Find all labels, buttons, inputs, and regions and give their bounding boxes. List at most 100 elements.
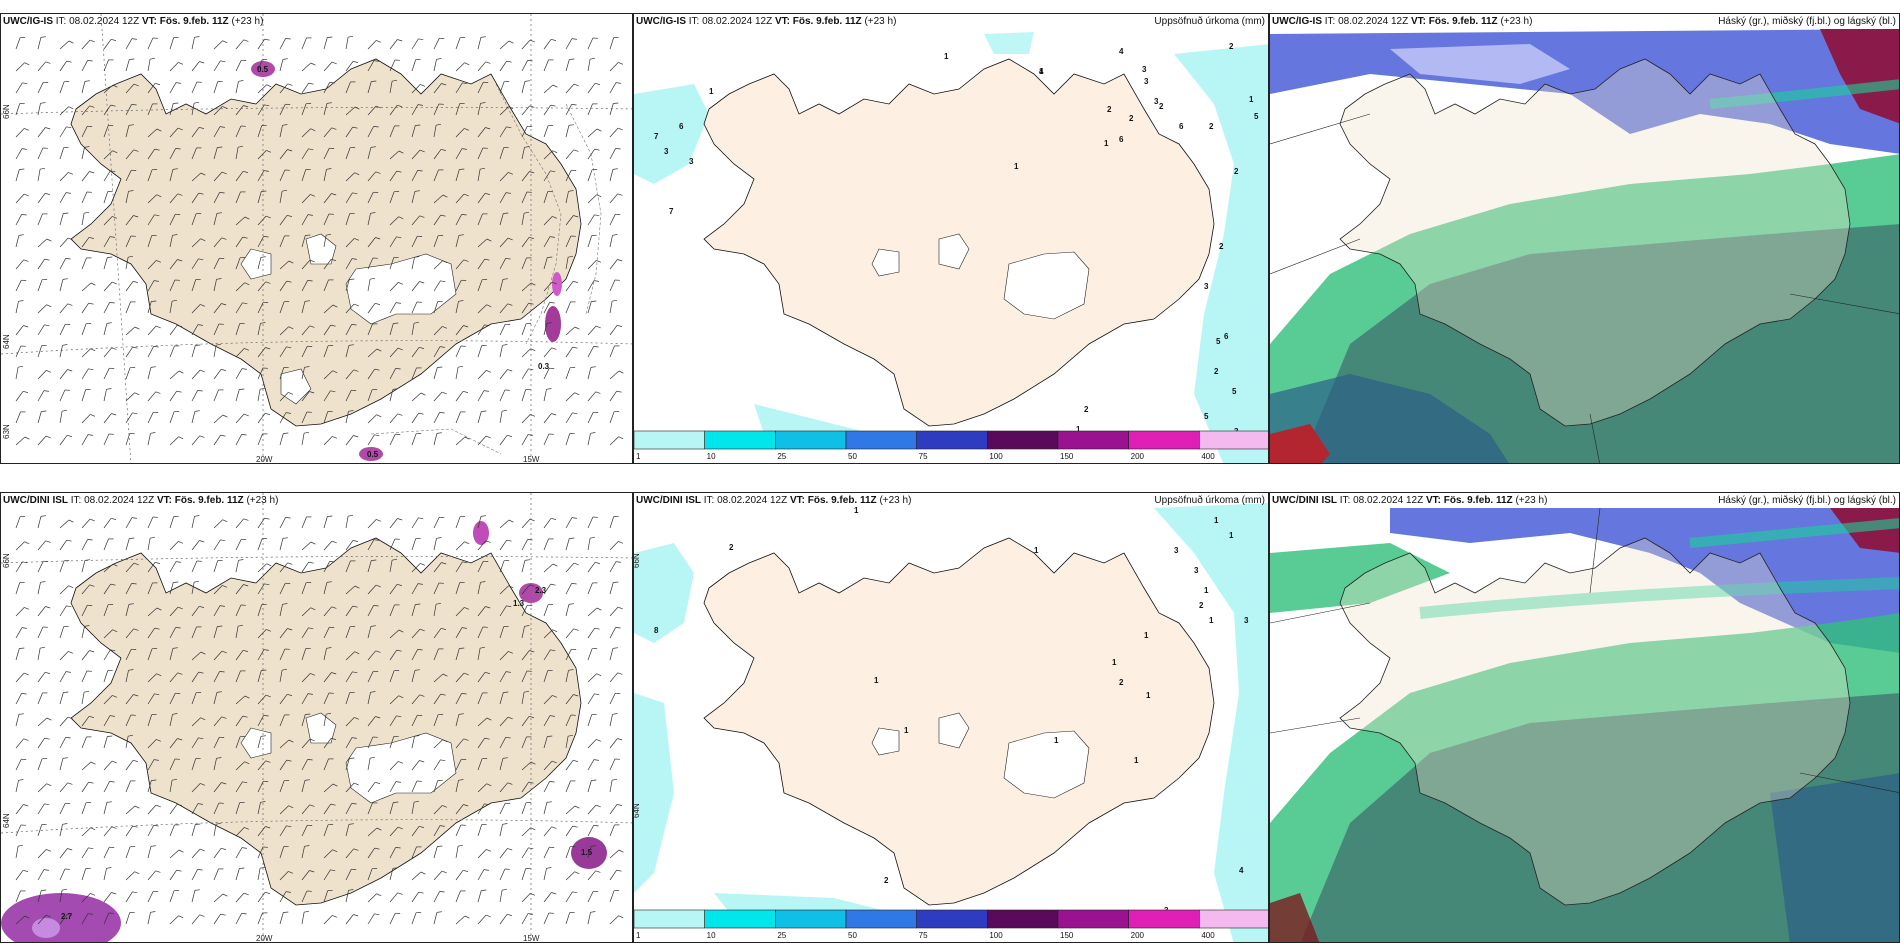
wind-barb [37, 127, 46, 138]
wind-barb [257, 694, 267, 705]
wind-barb-flag [528, 302, 534, 305]
wind-barb-flag [616, 390, 622, 393]
wind-barb-flag [89, 584, 95, 587]
wind-barb-flag [530, 282, 536, 286]
wind-barb [103, 433, 110, 446]
wind-barb-flag [573, 759, 578, 762]
wind-barb-flag [178, 541, 184, 544]
wind-barb [477, 869, 485, 881]
wind-barb [213, 893, 224, 903]
wind-barb-flag [502, 823, 508, 825]
wind-barb [103, 604, 109, 617]
wind-barb [367, 650, 376, 661]
wind-barb [279, 280, 287, 292]
wind-barb-flag [304, 366, 310, 368]
wind-barb-flag [23, 259, 29, 262]
wind-barb [477, 238, 488, 248]
wind-barb [257, 736, 262, 749]
wind-barb-flag [65, 258, 71, 260]
wind-barb [565, 628, 574, 639]
wind-barb [103, 84, 114, 94]
wind-barb-flag [415, 124, 421, 126]
wind-barb-flag [134, 871, 140, 875]
wind-barb [367, 560, 372, 573]
wind-barb-flag [84, 559, 90, 561]
wind-barb-flag [221, 237, 227, 240]
wind-barb-flag [304, 300, 310, 302]
wind-barb [323, 37, 328, 50]
glacier [938, 233, 970, 270]
wind-barb [609, 714, 613, 727]
wind-barb-flag [260, 256, 266, 258]
wind-barb [59, 106, 69, 116]
wind-barb-flag [375, 237, 381, 240]
wind-barb-flag [128, 124, 134, 126]
colorbar: 1 10 25 50 75 100 150 200 400 [634, 430, 1268, 461]
wind-barb [587, 169, 593, 182]
wind-barb [587, 280, 595, 292]
wind-barb-flag [23, 390, 28, 393]
wind-barb-flag [503, 691, 509, 693]
wind-barb [235, 147, 239, 160]
wind-barb-flag [305, 234, 311, 236]
wind-barb [609, 890, 615, 903]
wind-barb-flag [111, 38, 116, 41]
wind-barb [389, 434, 396, 446]
wind-barb [15, 738, 24, 749]
wind-barb [59, 81, 65, 94]
wind-barb-flag [176, 390, 182, 393]
wind-barb [235, 236, 243, 248]
wind-barb-flag [590, 366, 596, 368]
wind-barb [213, 171, 223, 182]
wind-barb-flag [67, 237, 73, 241]
wind-barb [81, 736, 87, 749]
wind-barb [103, 670, 109, 683]
wind-barb [81, 368, 89, 380]
wind-barb-flag [131, 104, 137, 106]
wind-barb [587, 301, 592, 314]
wind-barb [543, 257, 548, 270]
wind-barb-flag [197, 390, 203, 392]
wind-barb-flag [524, 559, 530, 561]
colorbar-swatch [845, 909, 917, 929]
wind-barb [455, 582, 461, 595]
wind-barb [147, 103, 153, 116]
wind-barb-flag [552, 216, 558, 219]
precip-area [1174, 44, 1268, 463]
wind-barb [477, 61, 486, 72]
wind-barb-flag [199, 126, 204, 129]
wind-barb [257, 236, 264, 248]
wind-barb [477, 890, 482, 903]
wind-barb [367, 60, 375, 72]
wind-barb [521, 147, 525, 160]
wind-barb [499, 848, 508, 859]
wind-barb-flag [111, 413, 117, 416]
wind-barb [323, 714, 327, 727]
wind-barb-flag [310, 673, 316, 676]
wind-barb-flag [420, 392, 426, 396]
wind-barb [433, 628, 442, 639]
wind-barb [367, 279, 371, 292]
wind-barb [367, 126, 374, 138]
wind-barb-flag [177, 259, 183, 262]
wind-barb [147, 148, 155, 160]
colorbar-swatch [775, 909, 847, 929]
wind-barb [565, 825, 573, 837]
wind-barb [169, 516, 175, 529]
wind-barb [191, 238, 201, 248]
wind-barb [499, 213, 504, 226]
wind-barb [235, 761, 245, 771]
glacier [1003, 251, 1090, 320]
wind-barb-flag [463, 869, 468, 872]
wind-barb [455, 214, 462, 226]
wind-barb [323, 627, 330, 639]
wind-barb [235, 348, 245, 358]
wind-barb [455, 103, 461, 116]
wind-barb [257, 367, 264, 380]
wind-barb-flag [527, 913, 533, 915]
wind-barb [543, 912, 550, 925]
wind-barb-flag [288, 392, 294, 395]
wind-barb [279, 367, 285, 380]
wind-barb-flag [177, 127, 183, 131]
wind-barb [103, 347, 112, 358]
